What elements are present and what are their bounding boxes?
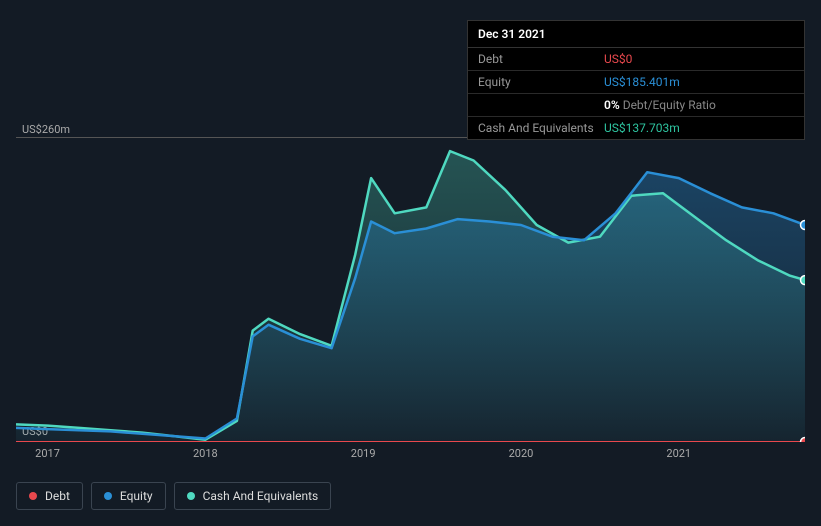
y-axis-max-label: US$260m [22, 123, 70, 136]
legend-label: Equity [120, 489, 153, 503]
chart-svg [16, 137, 805, 442]
tooltip-row-cash: Cash And Equivalents US$137.703m [468, 117, 804, 139]
tooltip-value-equity: US$185.401m [604, 75, 794, 89]
hover-tooltip: Dec 31 2021 Debt US$0 Equity US$185.401m… [467, 20, 805, 140]
legend-dot-cash [187, 492, 195, 500]
x-tick: 2019 [351, 447, 376, 460]
tooltip-label [478, 98, 604, 112]
x-tick: 2018 [193, 447, 218, 460]
tooltip-label: Cash And Equivalents [478, 121, 604, 135]
legend-label: Debt [45, 489, 70, 503]
x-tick: 2021 [666, 447, 691, 460]
tooltip-row-debt: Debt US$0 [468, 48, 804, 71]
x-tick: 2020 [509, 447, 534, 460]
tooltip-label: Debt [478, 52, 604, 66]
legend-dot-debt [29, 492, 37, 500]
legend-label: Cash And Equivalents [203, 489, 319, 503]
tooltip-row-ratio: 0% Debt/Equity Ratio [468, 94, 804, 117]
x-axis: 2017 2018 2019 2020 2021 [16, 447, 805, 467]
chart-area[interactable]: US$260m US$0 20172018201920202021 [16, 125, 805, 465]
tooltip-date: Dec 31 2021 [468, 21, 804, 48]
tooltip-value-ratio: 0% Debt/Equity Ratio [604, 98, 794, 112]
tooltip-value-cash: US$137.703m [604, 121, 794, 135]
tooltip-label: Equity [478, 75, 604, 89]
legend-item-equity[interactable]: Equity [91, 482, 166, 510]
x-tick: 2017 [35, 447, 60, 460]
legend-item-debt[interactable]: Debt [16, 482, 83, 510]
legend-item-cash[interactable]: Cash And Equivalents [174, 482, 332, 510]
legend: Debt Equity Cash And Equivalents [16, 482, 331, 510]
tooltip-value-debt: US$0 [604, 52, 794, 66]
legend-dot-equity [104, 492, 112, 500]
tooltip-row-equity: Equity US$185.401m [468, 71, 804, 94]
